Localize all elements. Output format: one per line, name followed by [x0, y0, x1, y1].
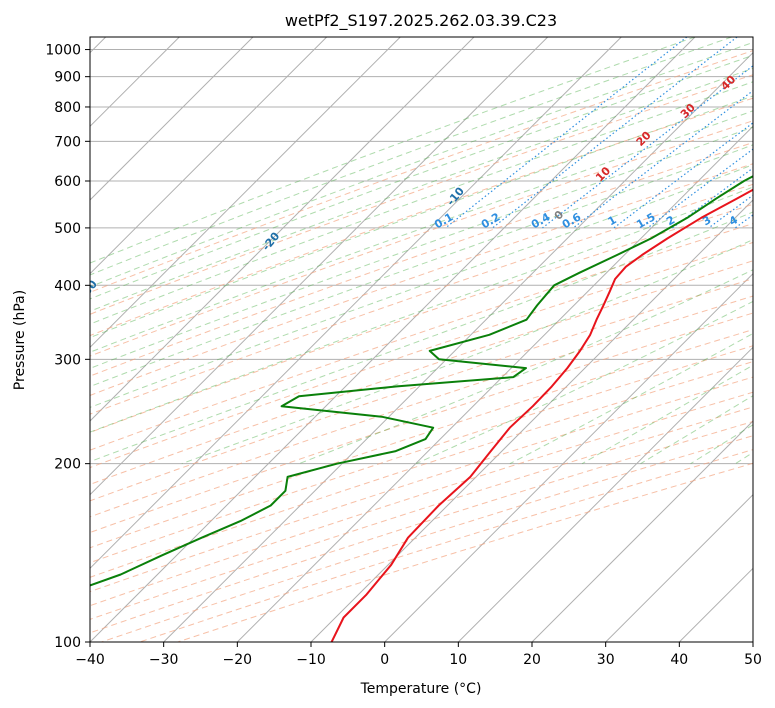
moist-adiabat-line [90, 41, 753, 288]
dry-adiabat-line [90, 183, 753, 415]
dry-adiabat-line [90, 312, 753, 534]
moist-adiabat-line [90, 37, 732, 276]
dry-adiabat-label: -30 [77, 277, 100, 301]
moist-adiabat-line [735, 451, 753, 465]
plot-frame [89, 36, 754, 643]
dry-adiabat-label: -20 [260, 229, 283, 253]
mixing-ratio-line [542, 65, 753, 229]
dry-adiabat-line [90, 329, 753, 549]
dry-adiabat-line [90, 223, 753, 451]
moist-adiabat-line [298, 269, 753, 465]
y-axis-label: Pressure (hPa) [12, 290, 28, 390]
isotherm-line [90, 37, 696, 642]
y-tick-label: 1000 [45, 43, 81, 59]
y-tick-label: 700 [54, 134, 81, 150]
dry-adiabat-line [90, 376, 753, 593]
dry-adiabat-line [90, 142, 753, 377]
mixing-ratio-line [492, 37, 738, 229]
dry-adiabat-line [90, 391, 753, 607]
mixing-ratio-label: 6 [766, 213, 775, 228]
x-tick-label: −30 [149, 652, 179, 668]
x-tick-label: 30 [597, 652, 615, 668]
moist-adiabat-line [90, 126, 753, 369]
sounding-series [90, 175, 753, 642]
isotherm-line [90, 37, 549, 496]
moist-adiabat-line [415, 300, 753, 465]
mixing-ratio-line [613, 122, 753, 229]
isotherm-line [90, 37, 622, 570]
moist-adiabat-line [90, 110, 753, 353]
dry-adiabat-line [90, 295, 753, 518]
isotherm-line [310, 199, 753, 642]
isotherm-line [236, 125, 753, 642]
dry-adiabat-line [90, 163, 753, 396]
x-tick-label: 20 [523, 652, 541, 668]
x-tick-label: 40 [670, 652, 688, 668]
line-labels: 0.10.20.40.611.52346810131620253036-100-… [77, 73, 775, 302]
moist-adiabat-label: 30 [678, 101, 698, 121]
isotherm-line [605, 493, 753, 642]
dry-adiabat-line [90, 120, 753, 357]
x-tick-label: 10 [449, 652, 467, 668]
x-axis-label: Temperature (°C) [360, 681, 482, 697]
dry-adiabat-line [90, 74, 753, 315]
y-tick-label: 600 [54, 174, 81, 190]
dry-adiabat-line [90, 345, 753, 564]
isotherm-line [384, 272, 753, 642]
y-tick-label: 100 [54, 635, 81, 651]
dry-adiabat-line [90, 278, 753, 502]
dry-adiabat-line [90, 361, 753, 578]
isotherm-line [90, 37, 328, 275]
isotherm-line [90, 37, 475, 422]
x-tick-label: −10 [296, 652, 326, 668]
dry-adiabat-line [90, 260, 753, 485]
isotherm-line [90, 37, 254, 201]
mixing-ratio-label: 2 [664, 213, 677, 228]
y-tick-label: 800 [54, 100, 81, 116]
y-tick-label: 300 [54, 352, 81, 368]
isotherm-line [752, 641, 753, 642]
y-tick-label: 400 [54, 278, 81, 294]
temperature-line [330, 188, 753, 642]
dry-adiabat-line [90, 97, 753, 337]
y-tick-label: 500 [54, 221, 81, 237]
x-tick-label: −40 [75, 652, 105, 668]
x-tick-label: 50 [744, 652, 762, 668]
moist-adiabat-line [90, 164, 753, 408]
mixing-ratio-line [672, 167, 753, 229]
moist-adiabat-line [90, 211, 753, 463]
isotherm-line [678, 567, 753, 642]
background-lines [90, 37, 753, 642]
dry-adiabat-label: -10 [444, 184, 467, 208]
mixing-ratio-line [734, 214, 753, 229]
x-tick-label: −20 [223, 652, 253, 668]
dewpoint-line [90, 175, 753, 587]
moist-adiabat-line [90, 37, 696, 264]
dry-adiabat-line [90, 203, 753, 433]
mixing-ratio-label: 4 [727, 213, 740, 228]
moist-adiabat-line [90, 54, 753, 300]
moist-adiabat-label: 40 [718, 73, 738, 93]
dry-adiabat-line [90, 50, 753, 293]
isotherm-line [531, 420, 753, 642]
x-tick-label: 0 [380, 652, 389, 668]
dry-adiabat-line [101, 435, 753, 642]
y-tick-label: 900 [54, 70, 81, 86]
isotherm-line [90, 37, 401, 349]
y-tick-label: 200 [54, 457, 81, 473]
chart-title: wetPf2_S197.2025.262.03.39.C23 [285, 11, 557, 31]
moist-adiabat-line [90, 67, 753, 312]
axes: −40 −30 −20 −10 0 10 20 30 40 50 1000 900 800 700 600 5… [45, 43, 762, 668]
moist-adiabat-line [90, 81, 753, 325]
dry-adiabat-line [90, 241, 753, 469]
isotherm-line [163, 51, 753, 642]
mixing-ratio-line [572, 89, 753, 229]
isotherm-line [457, 346, 753, 642]
